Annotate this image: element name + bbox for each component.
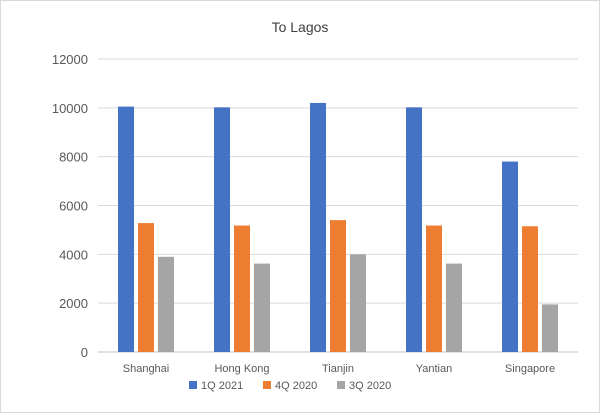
y-tick-label: 12000 xyxy=(52,52,88,67)
bar xyxy=(542,304,558,352)
legend: 1Q 2021 4Q 2020 3Q 2020 xyxy=(189,380,391,392)
legend-swatch xyxy=(189,381,197,389)
y-tick-label: 10000 xyxy=(52,101,88,116)
legend-label: 4Q 2020 xyxy=(275,380,317,392)
x-tick-label: Shanghai xyxy=(123,363,170,375)
bar xyxy=(426,225,442,352)
y-tick-label: 4000 xyxy=(59,247,88,262)
y-tick-label: 8000 xyxy=(59,150,88,165)
y-tick-label: 6000 xyxy=(59,199,88,214)
legend-label: 1Q 2021 xyxy=(201,380,243,392)
x-tick-label: Yantian xyxy=(416,363,453,375)
bars xyxy=(118,102,558,352)
x-tick-label: Singapore xyxy=(505,363,555,375)
bar xyxy=(502,161,518,352)
y-tick-label: 2000 xyxy=(59,296,88,311)
bar xyxy=(234,225,250,352)
bar xyxy=(158,256,174,352)
bar xyxy=(310,102,326,352)
x-axis-ticks: Shanghai Hong Kong Tianjin Yantian Singapore xyxy=(123,363,555,375)
bar xyxy=(118,106,134,352)
bar xyxy=(350,254,366,352)
y-axis-ticks: 0 2000 4000 6000 8000 10000 12000 xyxy=(52,52,88,360)
bar xyxy=(522,226,538,352)
x-tick-label: Tianjin xyxy=(322,363,354,375)
chart-title: To Lagos xyxy=(272,19,329,35)
bar xyxy=(446,263,462,352)
y-tick-label: 0 xyxy=(81,345,88,360)
bar xyxy=(406,107,422,352)
legend-label: 3Q 2020 xyxy=(349,380,391,392)
bar xyxy=(330,220,346,352)
legend-swatch xyxy=(337,381,345,389)
legend-swatch xyxy=(263,381,271,389)
x-tick-label: Hong Kong xyxy=(214,363,269,375)
bar xyxy=(214,107,230,352)
bar xyxy=(138,223,154,352)
bar xyxy=(254,263,270,352)
